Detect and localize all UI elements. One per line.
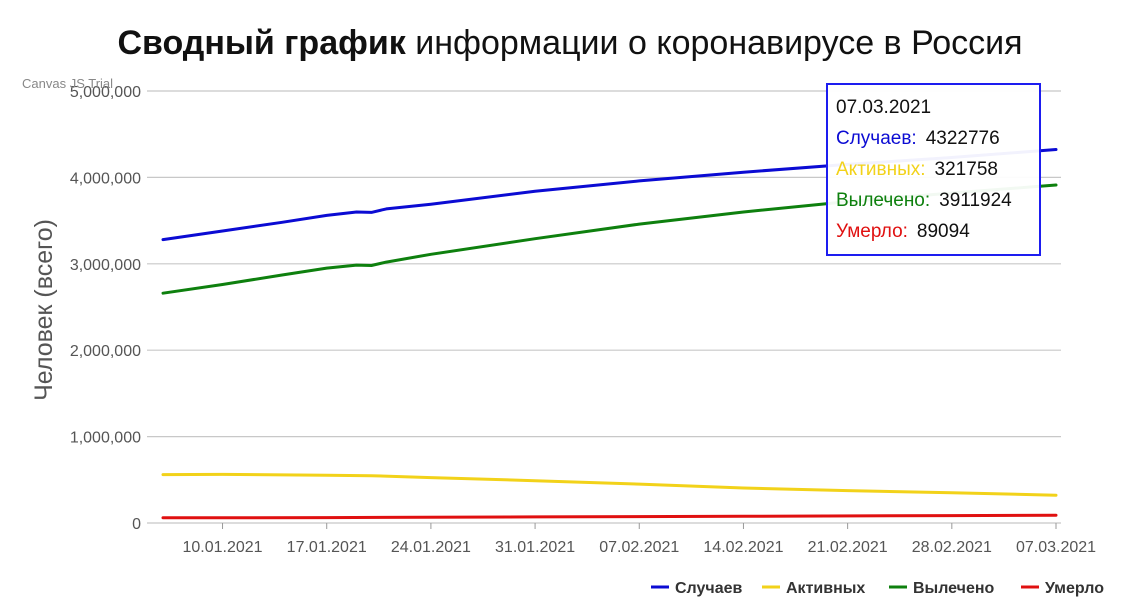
y-tick-label: 1,000,000 [70, 430, 141, 447]
y-axis-ticks: 0 1,000,000 2,000,000 3,000,000 4,000,000 5,0… [70, 84, 141, 533]
tooltip-series-name: Активных: [836, 159, 926, 180]
y-tick-label: 5,000,000 [70, 84, 141, 101]
tooltip-series-value: 321758 [935, 159, 998, 180]
watermark: Canvas JS Trial [22, 76, 113, 91]
chart-title: Сводный график информации о коронавирусе… [117, 24, 1022, 62]
series-line-4[interactable] [161, 513, 1058, 520]
chart-title-rest: информации о коронавирусе в Россия [406, 24, 1023, 62]
legend: Случаев Активных Вылечено Умерло [651, 580, 1104, 597]
y-tick-label: 3,000,000 [70, 257, 141, 274]
x-tick-label: 28.02.2021 [912, 539, 992, 556]
x-tick-label: 07.03.2021 [1016, 539, 1096, 556]
tooltip-series-value: 4322776 [926, 128, 1000, 149]
chart-title-bold: Сводный график [117, 24, 406, 62]
legend-item-label[interactable]: Случаев [675, 580, 742, 597]
legend-item-label[interactable]: Вылечено [913, 580, 995, 597]
legend-item-label[interactable]: Умерло [1045, 580, 1104, 597]
x-tick-label: 10.01.2021 [182, 539, 262, 556]
y-axis-label: Человек (всего) [30, 219, 58, 401]
tooltip-series-name: Вылечено: [836, 190, 930, 211]
x-tick-label: 24.01.2021 [391, 539, 471, 556]
y-tick-label: 2,000,000 [70, 343, 141, 360]
tooltip-series-value: 3911924 [939, 190, 1012, 211]
tooltip-series-name: Умерло: [836, 221, 908, 242]
x-tick-label: 21.02.2021 [808, 539, 888, 556]
y-tick-label: 0 [132, 516, 141, 533]
x-tick-label: 31.01.2021 [495, 539, 575, 556]
x-tick-label: 17.01.2021 [287, 539, 367, 556]
tooltip-series-value: 89094 [917, 221, 970, 242]
tooltip-box [826, 83, 1041, 256]
tooltip-date: 07.03.2021 [836, 97, 931, 118]
grid-lines [147, 90, 1061, 524]
x-axis-ticks: 10.01.2021 17.01.2021 24.01.2021 31.01.2021… [182, 523, 1096, 556]
x-tick-label: 14.02.2021 [703, 539, 783, 556]
series-line-2[interactable] [161, 472, 1058, 497]
x-tick-label: 07.02.2021 [599, 539, 679, 556]
legend-item-label[interactable]: Активных [786, 580, 865, 597]
y-tick-label: 4,000,000 [70, 170, 141, 187]
tooltip-series-name: Случаев: [836, 128, 917, 149]
